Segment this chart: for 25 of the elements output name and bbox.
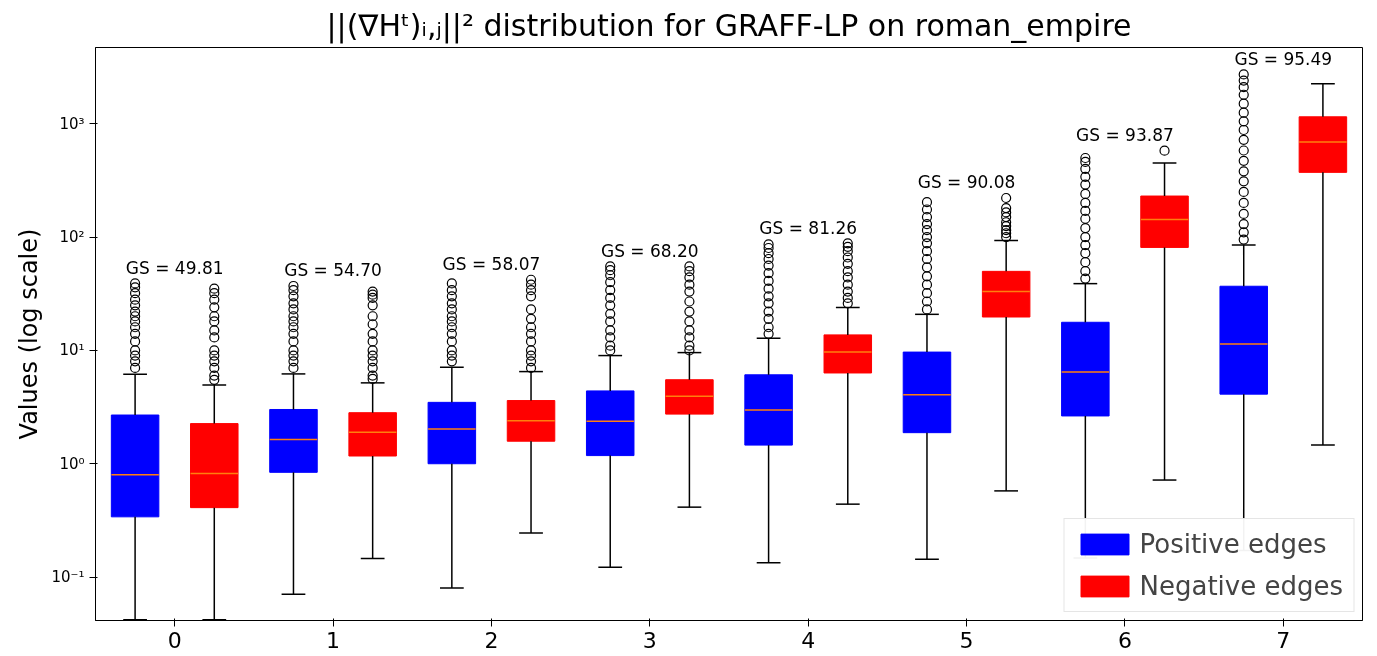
y-tick-label: 10¹ (59, 341, 85, 360)
annotation: GS = 49.81 (125, 257, 224, 278)
x-tick-label: 3 (642, 627, 657, 653)
x-tick-label: 6 (1117, 627, 1132, 653)
annotation: GS = 81.26 (759, 217, 858, 238)
annotation: GS = 58.07 (442, 254, 541, 275)
y-axis-title: Values (log scale) (15, 228, 44, 440)
chart-title: ||(∇Hᵗ)ᵢ,ⱼ||² distribution for GRAFF-LP on roman_empire (326, 7, 1132, 44)
x-tick-label: 7 (1276, 627, 1291, 653)
annotation: GS = 90.08 (917, 172, 1016, 193)
y-tick-label: 10² (59, 228, 85, 247)
annotation: GS = 93.87 (1076, 125, 1174, 146)
legend-label: Negative edges (1139, 571, 1343, 601)
y-tick-label: 10⁰ (59, 454, 85, 473)
annotation: GS = 54.70 (284, 260, 382, 281)
annotation: GS = 68.20 (600, 240, 699, 261)
legend-label: Positive edges (1139, 529, 1327, 559)
annotation: GS = 95.49 (1234, 48, 1333, 69)
y-tick-label: 10⁻¹ (51, 568, 85, 587)
x-tick-label: 4 (801, 627, 816, 653)
x-tick-label: 1 (326, 627, 341, 653)
x-tick-label: 0 (167, 627, 182, 653)
x-tick-label: 2 (484, 627, 499, 653)
y-tick-label: 10³ (59, 114, 85, 133)
x-tick-label: 5 (959, 627, 974, 653)
